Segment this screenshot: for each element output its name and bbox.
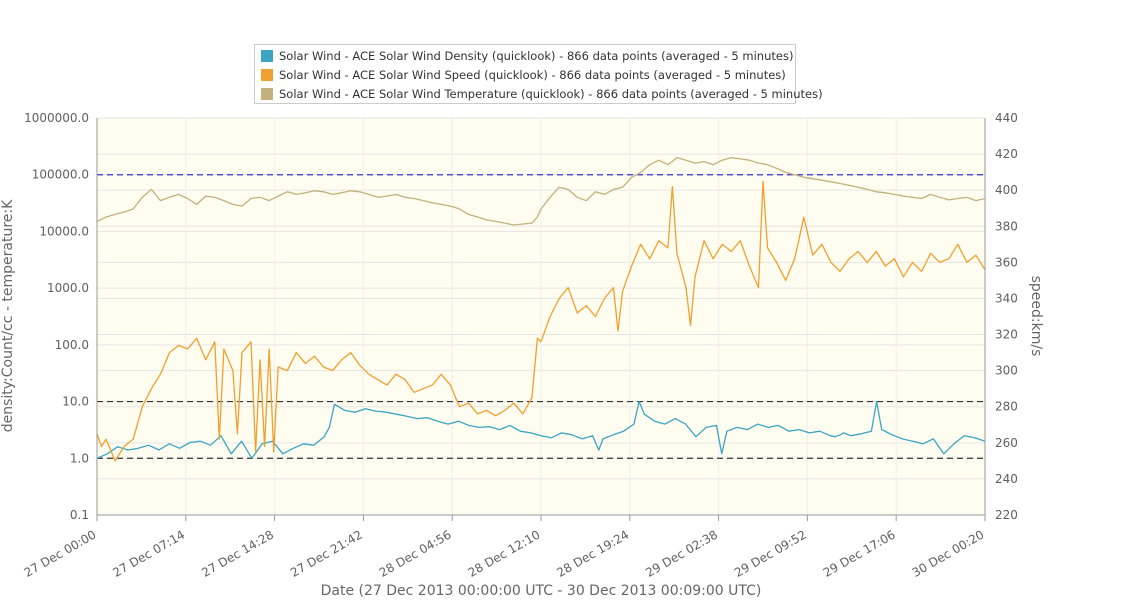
y-right-tick-label: 400 <box>995 183 1018 197</box>
series-line-speed <box>96 180 986 462</box>
x-tick-label: 27 Dec 14:28 <box>199 527 276 579</box>
x-tick-label: 30 Dec 00:20 <box>910 527 987 579</box>
reference-lines <box>97 174 985 459</box>
y-left-tick-labels: 0.1 1.0 10.0 100.0 1000.0 10000.0 100000.0 1000… <box>24 111 89 522</box>
legend: Solar Wind - ACE Solar Wind Density (qui… <box>254 44 823 104</box>
y-right-tick-label: 260 <box>995 436 1018 450</box>
y-right-tick-labels: 220 240 260 280 300 320 340 360 380 400 420 440 <box>995 111 1018 522</box>
y-left-tick-label: 1.0 <box>70 451 89 465</box>
legend-swatch-speed <box>261 69 273 81</box>
y-right-tick-label: 380 <box>995 219 1018 233</box>
legend-item-density[interactable]: Solar Wind - ACE Solar Wind Density (qui… <box>261 47 793 65</box>
y-right-tick-label: 240 <box>995 472 1018 486</box>
x-tick-labels: 27 Dec 00:00 27 Dec 07:14 27 Dec 14:28 27 D… <box>22 515 987 580</box>
y-left-tick-label: 1000.0 <box>47 281 89 295</box>
legend-label-density: Solar Wind - ACE Solar Wind Density (qui… <box>279 49 794 63</box>
x-tick-label: 29 Dec 09:52 <box>732 527 809 579</box>
y-left-tick-label: 1000000.0 <box>24 111 89 125</box>
x-tick-label: 28 Dec 04:56 <box>377 527 454 579</box>
y-left-tick-label: 10000.0 <box>39 224 89 238</box>
x-tick-label: 27 Dec 07:14 <box>110 527 187 579</box>
y-right-axis-title: speed:km/s <box>1028 276 1044 357</box>
series-line-temperature <box>96 156 986 226</box>
y-right-tick-label: 440 <box>995 111 1018 125</box>
legend-item-temperature[interactable]: Solar Wind - ACE Solar Wind Temperature … <box>261 85 823 103</box>
legend-swatch-density <box>261 50 273 62</box>
y-left-tick-label: 100.0 <box>55 338 89 352</box>
x-tick-label: 28 Dec 19:24 <box>554 527 631 579</box>
x-axis-title: Date (27 Dec 2013 00:00:00 UTC - 30 Dec … <box>321 583 762 599</box>
y-left-tick-label: 0.1 <box>70 508 89 522</box>
legend-item-speed[interactable]: Solar Wind - ACE Solar Wind Speed (quick… <box>261 66 786 84</box>
y-right-tick-label: 220 <box>995 508 1018 522</box>
legend-swatch-temperature <box>261 88 273 100</box>
y-right-tick-label: 340 <box>995 291 1018 305</box>
series-lines <box>96 156 986 462</box>
y-left-tick-label: 100000.0 <box>32 168 89 182</box>
y-left-tick-label: 10.0 <box>62 395 89 409</box>
x-tick-label: 29 Dec 17:06 <box>821 527 898 579</box>
y-left-axis-title: density:Count/cc - temperature:K <box>0 199 16 432</box>
legend-label-speed: Solar Wind - ACE Solar Wind Speed (quick… <box>279 68 786 82</box>
y-right-tick-label: 420 <box>995 147 1018 161</box>
y-right-tick-label: 300 <box>995 364 1018 378</box>
x-tick-label: 27 Dec 00:00 <box>22 527 99 579</box>
x-tick-label: 27 Dec 21:42 <box>288 527 365 579</box>
y-right-tick-label: 280 <box>995 400 1018 414</box>
x-tick-label: 28 Dec 12:10 <box>466 527 543 579</box>
x-tick-label: 29 Dec 02:38 <box>643 527 720 579</box>
series-line-density <box>96 400 986 459</box>
legend-label-temperature: Solar Wind - ACE Solar Wind Temperature … <box>279 87 823 101</box>
y-right-tick-label: 320 <box>995 328 1018 342</box>
y-right-tick-label: 360 <box>995 255 1018 269</box>
